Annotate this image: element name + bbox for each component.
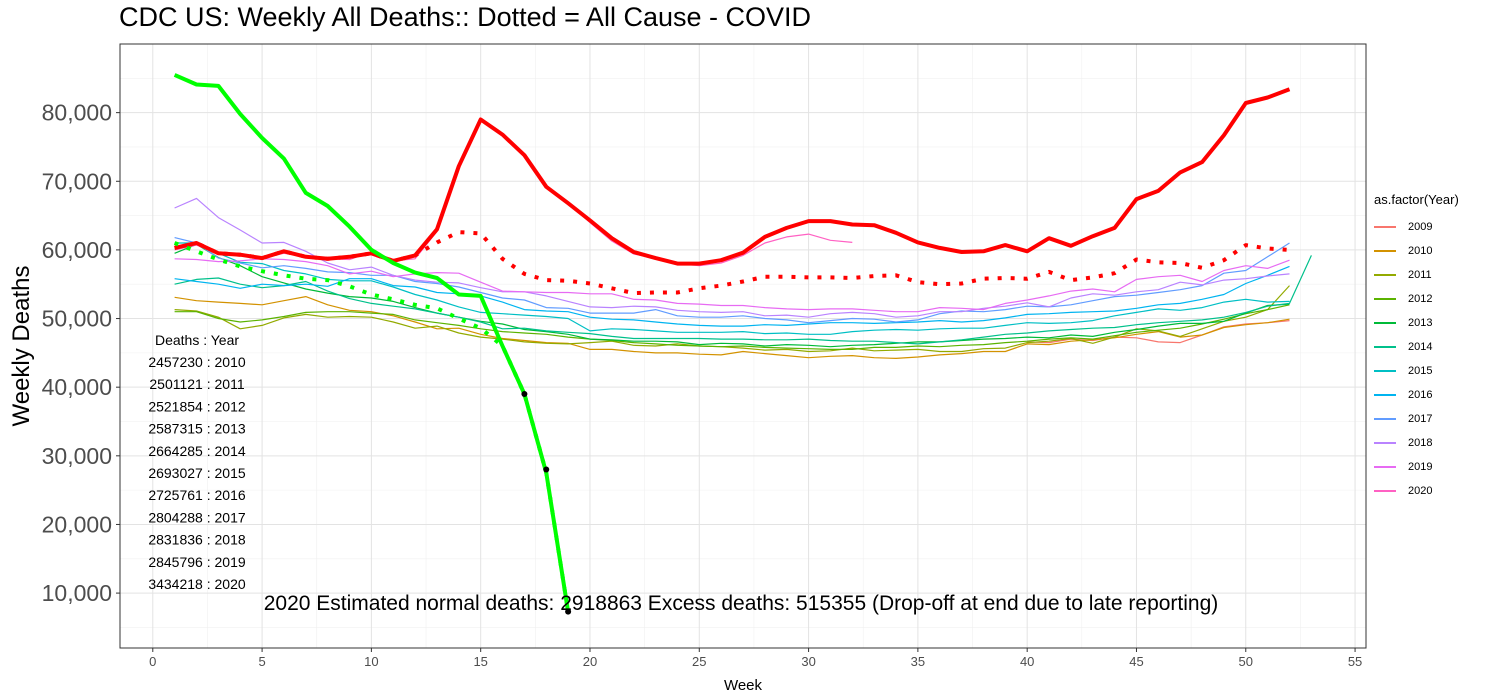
legend-item: 2019 [1374, 455, 1459, 479]
x-tick-label: 45 [1129, 654, 1143, 669]
x-tick-label: 0 [149, 654, 156, 669]
x-tick-label: 25 [692, 654, 706, 669]
deaths-line: 2664285 : 2014 [148, 443, 246, 459]
deaths-line: 2804288 : 2017 [148, 509, 246, 525]
series-line [174, 304, 1290, 350]
legend-swatch [1374, 322, 1396, 324]
series-line [174, 285, 1290, 353]
legend-item: 2013 [1374, 311, 1459, 335]
series-line [174, 242, 1290, 335]
legend-label: 2020 [1408, 485, 1433, 497]
legend-label: 2016 [1408, 389, 1433, 401]
legend-swatch [1374, 226, 1396, 228]
legend-label: 2012 [1408, 293, 1433, 305]
y-axis-title: Weekly Deaths [8, 266, 35, 427]
data-point [543, 466, 550, 473]
y-tick-label: 70,000 [42, 168, 112, 194]
deaths-line: 2845796 : 2019 [148, 554, 246, 570]
y-tick-label: 20,000 [42, 511, 112, 537]
chart-title: CDC US: Weekly All Deaths:: Dotted = All… [119, 2, 811, 32]
series-line [174, 243, 1290, 348]
x-tick-label: 5 [258, 654, 265, 669]
x-tick-label: 20 [583, 654, 597, 669]
series-line [174, 258, 1290, 313]
series-line [174, 237, 1290, 324]
legend-item: 2020 [1374, 479, 1459, 503]
series-line [173, 73, 571, 612]
legend-swatch [1374, 466, 1396, 468]
legend-item: 2014 [1374, 335, 1459, 359]
deaths-line: 2831836 : 2018 [148, 532, 246, 548]
legend-item: 2011 [1374, 263, 1459, 287]
y-tick-label: 80,000 [42, 100, 112, 126]
deaths-line: 2693027 : 2015 [148, 465, 246, 481]
legend-swatch [1374, 442, 1396, 444]
deaths-line: 2587315 : 2013 [148, 421, 246, 437]
series-line [174, 87, 1291, 266]
legend-swatch [1374, 370, 1396, 372]
y-tick-label: 50,000 [42, 306, 112, 332]
legend-item: 2016 [1374, 383, 1459, 407]
legend-title: as.factor(Year) [1374, 192, 1459, 207]
series-line [174, 255, 1312, 345]
legend-item: 2015 [1374, 359, 1459, 383]
legend-swatch [1374, 274, 1396, 276]
series-line [174, 296, 1290, 359]
y-tick-label: 30,000 [42, 443, 112, 469]
legend-item: 2017 [1374, 407, 1459, 431]
x-tick-label: 30 [801, 654, 815, 669]
legend-label: 2019 [1408, 461, 1433, 473]
deaths-line: 2521854 : 2012 [148, 398, 246, 414]
legend-swatch [1374, 394, 1396, 396]
legend-label: 2015 [1408, 365, 1433, 377]
series-line [174, 197, 1290, 318]
legend-item: 2009 [1374, 215, 1459, 239]
series-line [174, 265, 1290, 327]
legend-label: 2010 [1408, 245, 1433, 257]
legend-label: 2009 [1408, 221, 1433, 233]
legend-swatch [1374, 298, 1396, 300]
deaths-line: 2725761 : 2016 [148, 487, 246, 503]
legend: as.factor(Year) 2009 2010 2011 2012 2013 2014… [1374, 192, 1459, 503]
legend-label: 2014 [1408, 341, 1433, 353]
y-tick-label: 10,000 [42, 580, 112, 606]
deaths-line: 2501121 : 2011 [149, 376, 244, 392]
x-axis-title: Week [724, 677, 763, 694]
x-tick-label: 15 [473, 654, 487, 669]
legend-label: 2011 [1408, 269, 1432, 281]
legend-label: 2017 [1408, 413, 1433, 425]
x-tick-label: 10 [364, 654, 378, 669]
legend-swatch [1374, 490, 1396, 492]
deaths-line: 2457230 : 2010 [148, 354, 246, 370]
deaths-line: 3434218 : 2020 [148, 576, 246, 592]
legend-item: 2018 [1374, 431, 1459, 455]
x-tick-label: 40 [1020, 654, 1034, 669]
series-line [174, 118, 853, 267]
panel-border [119, 43, 1367, 649]
legend-items: 2009 2010 2011 2012 2013 2014 2015 2016 2017 2018… [1374, 215, 1459, 503]
legend-item: 2010 [1374, 239, 1459, 263]
x-tick-label: 35 [911, 654, 925, 669]
x-tick-label: 55 [1348, 654, 1362, 669]
deaths-header: Deaths : Year [155, 332, 239, 348]
legend-label: 2013 [1408, 317, 1433, 329]
y-tick-label: 40,000 [42, 374, 112, 400]
legend-swatch [1374, 346, 1396, 348]
legend-swatch [1374, 250, 1396, 252]
legend-swatch [1374, 418, 1396, 420]
data-point [521, 391, 528, 398]
legend-item: 2012 [1374, 287, 1459, 311]
y-tick-label: 60,000 [42, 237, 112, 263]
data-point [565, 608, 572, 615]
legend-label: 2018 [1408, 437, 1433, 449]
bottom-note: 2020 Estimated normal deaths: 2918863 Ex… [264, 592, 1219, 615]
x-tick-label: 50 [1239, 654, 1253, 669]
